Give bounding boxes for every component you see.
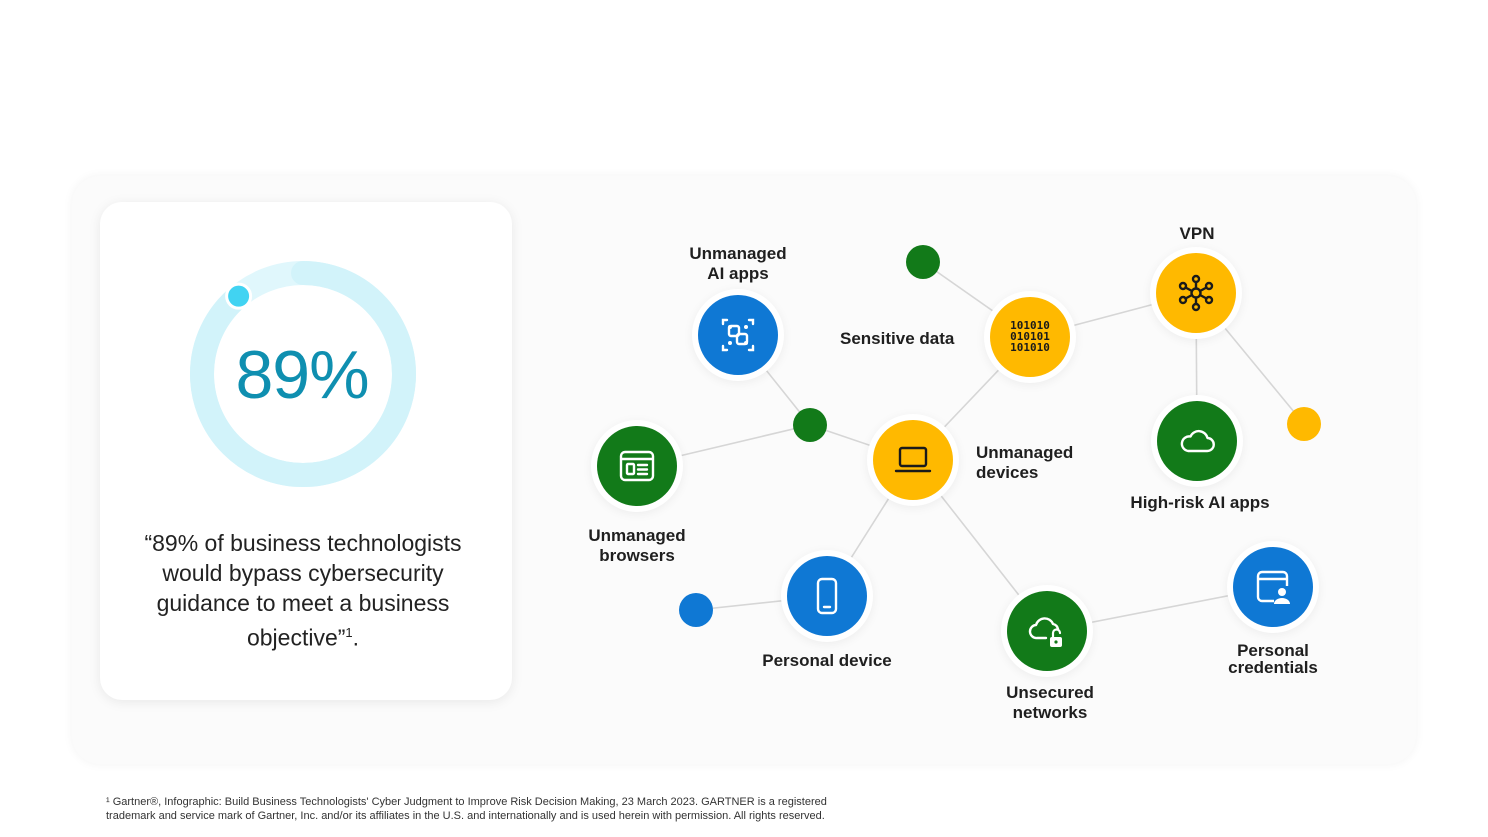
- label-personal-device: Personal device: [762, 651, 892, 670]
- label-unsecured-networks: Unsecured networks: [1006, 683, 1094, 723]
- label-line: networks: [1012, 703, 1088, 722]
- label-line: Unmanaged: [976, 443, 1074, 462]
- node-vpn: [1156, 253, 1236, 333]
- browser-window-icon: [619, 450, 655, 482]
- label-line: Unsecured: [1006, 683, 1094, 702]
- progress-ring-fill: [190, 261, 416, 487]
- label-line: browsers: [599, 546, 675, 565]
- node-dot-green-hub: [793, 408, 827, 442]
- label-unmanaged-devices: Unmanaged devices: [976, 443, 1073, 483]
- label-line: AI apps: [707, 264, 769, 283]
- node-dot-green-top: [906, 245, 940, 279]
- node-unmanaged-devices: [873, 420, 953, 500]
- binary-data-icon: 101010 010101 101010: [1010, 319, 1050, 354]
- progress-ring-knob: [225, 282, 253, 310]
- stat-value: 89%: [235, 337, 369, 413]
- node-dot-blue: [679, 593, 713, 627]
- node-dot-yellow: [1287, 407, 1321, 441]
- credential-window-icon: [1256, 570, 1290, 604]
- node-unmanaged-browsers: [597, 426, 677, 506]
- node-unmanaged-ai-apps: [698, 295, 778, 375]
- binary-row: 101010: [1010, 319, 1050, 332]
- label-personal-credentials: Personal credentials: [1228, 642, 1318, 676]
- stat-quote: “89% of business technologists would byp…: [118, 528, 488, 653]
- stat-card: 89%: [100, 202, 512, 700]
- binary-row: 101010: [1010, 341, 1050, 354]
- laptop-icon: [894, 446, 932, 473]
- smartphone-icon: [816, 577, 838, 615]
- progress-ring: [190, 261, 416, 487]
- network-hub-icon: [1178, 274, 1214, 312]
- label-vpn: VPN: [1179, 224, 1215, 243]
- node-high-risk-ai-apps: [1157, 401, 1237, 481]
- node-unsecured-networks: [1007, 591, 1087, 671]
- label-line: Personal: [1237, 641, 1309, 660]
- ai-apps-icon: [721, 318, 755, 352]
- footnote: ¹ Gartner®, Infographic: Build Business …: [106, 795, 827, 823]
- label-line: credentials: [1228, 658, 1318, 677]
- label-high-risk-ai-apps: High-risk AI apps: [1130, 493, 1270, 512]
- node-personal-device: [787, 556, 867, 636]
- node-personal-credentials: [1233, 547, 1313, 627]
- quote-end: .: [352, 624, 360, 651]
- label-unmanaged-ai-apps: Unmanaged AI apps: [689, 244, 786, 284]
- label-sensitive-data: Sensitive data: [840, 329, 955, 348]
- label-unmanaged-browsers: Unmanaged browsers: [588, 526, 685, 566]
- binary-row: 010101: [1010, 330, 1050, 343]
- label-line: Unmanaged: [588, 526, 686, 545]
- label-line: Unmanaged: [689, 244, 787, 263]
- quote-footnote-ref: 1: [345, 625, 353, 640]
- cloud-unlocked-icon: [1028, 617, 1062, 647]
- label-line: devices: [976, 463, 1039, 482]
- footnote-line: ¹ Gartner®, Infographic: Build Business …: [106, 796, 827, 808]
- quote-text: “89% of business technologists would byp…: [144, 530, 462, 651]
- node-sensitive-data: 101010 010101 101010: [990, 297, 1070, 377]
- footnote-line: trademark and service mark of Gartner, I…: [106, 810, 825, 822]
- cloud-icon: [1180, 429, 1215, 453]
